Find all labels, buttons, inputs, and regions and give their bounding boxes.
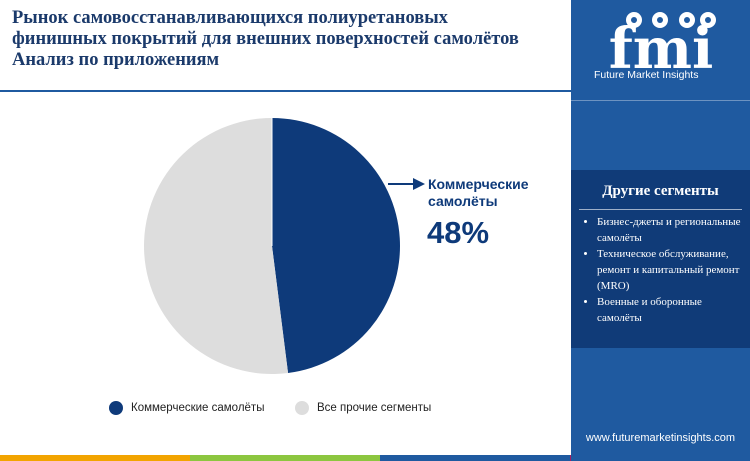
chart-title: Рынок самовосстанавливающихся полиуретан… (12, 8, 562, 71)
callout-label-line-2: самолёты (428, 193, 498, 209)
other-segment-item: Техническое обслуживание, ремонт и капит… (597, 246, 744, 294)
legend-swatch-others (295, 401, 309, 415)
chart-title-line-2: финишных покрытий для внешних поверхност… (12, 29, 519, 49)
pie-slice-others (144, 118, 289, 374)
sidebar-divider (571, 100, 750, 101)
sidebar: fmi Future Market Insights Другие сегмен… (571, 0, 750, 461)
other-segments-title: Другие сегменты (602, 183, 719, 199)
legend-swatch-commercial (109, 401, 123, 415)
callout-label-line-1: Коммерческие (428, 176, 529, 192)
legend-label-others: Все прочие сегменты (317, 402, 432, 414)
website-url: www.futuremarketinsights.com (585, 432, 736, 444)
legend-item-commercial: Коммерческие самолёты (109, 401, 264, 415)
other-segments-panel: Другие сегменты Бизнес-джеты и региональ… (571, 170, 750, 348)
other-segments-list: Бизнес-джеты и региональные самолёты Тех… (571, 214, 750, 326)
logo-tagline: Future Market Insights (594, 69, 699, 81)
chart-title-line-3: Анализ по приложениям (12, 50, 220, 70)
other-segments-divider (579, 209, 742, 210)
logo-lettering: fmi (609, 16, 714, 82)
other-segment-item: Бизнес-джеты и региональные самолёты (597, 214, 744, 246)
callout-value: 48% (427, 215, 489, 250)
bottom-bar-segment (190, 455, 380, 461)
callout-arrow-head (413, 178, 425, 190)
legend-label-commercial: Коммерческие самолёты (131, 402, 265, 414)
bottom-bar-segment (0, 455, 190, 461)
other-segment-item: Военные и оборонные самолёты (597, 294, 744, 326)
legend-item-others: Все прочие сегменты (295, 401, 431, 415)
fmi-logo: fmi (609, 12, 716, 82)
title-divider (0, 90, 571, 92)
bottom-bar-segment (380, 455, 570, 461)
pie-chart: Коммерческие самолёты 48% (144, 118, 529, 374)
pie-slices (144, 118, 401, 374)
chart-title-line-1: Рынок самовосстанавливающихся полиуретан… (12, 8, 448, 28)
pie-slice-commercial (272, 118, 401, 373)
